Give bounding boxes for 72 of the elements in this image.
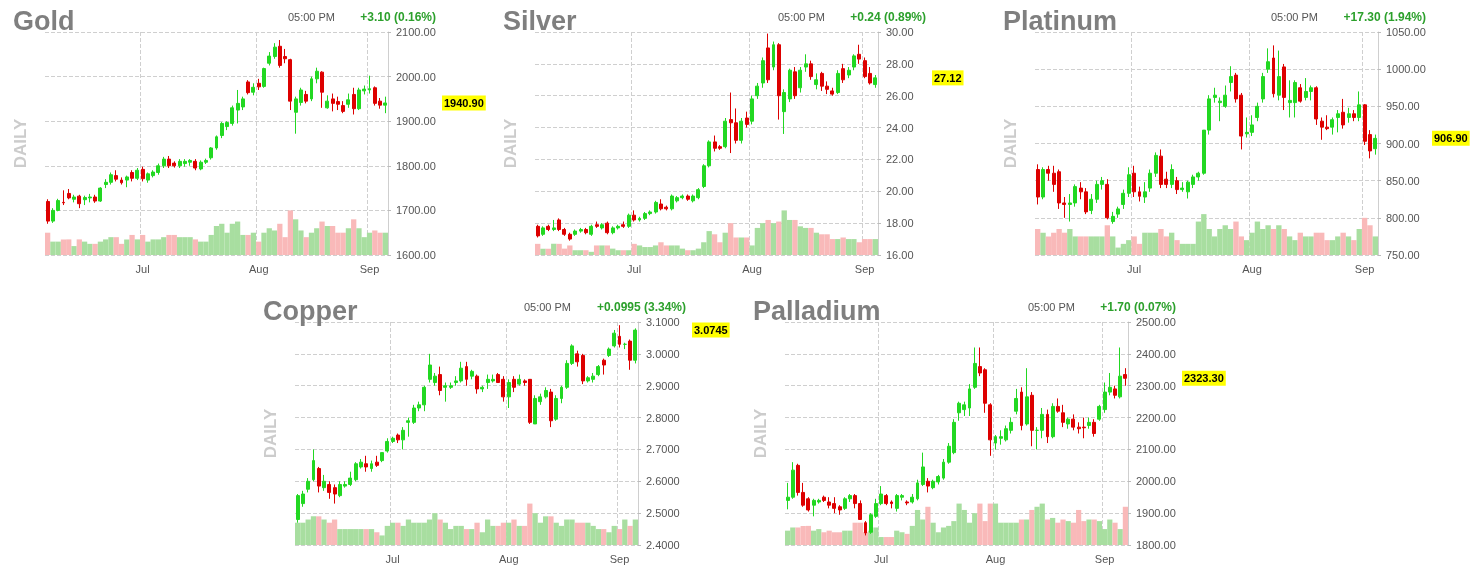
x-tick-label: Sep — [359, 262, 380, 275]
x-tick-label: Jul — [627, 262, 642, 275]
y-tick-label: 22.00 — [886, 153, 914, 166]
y-tick-label: 3.0000 — [646, 347, 680, 360]
y-tick-label: 20.00 — [886, 185, 914, 198]
text: 906.90 — [1434, 132, 1468, 145]
y-tick-label: 1900.00 — [1136, 507, 1176, 520]
y-tick-label: 30.00 — [886, 26, 914, 38]
y-tick-label: 850.00 — [1386, 174, 1420, 187]
chart-title: Palladium — [753, 295, 881, 326]
y-tick-label: 1800.00 — [1136, 539, 1176, 551]
chart-title: Platinum — [1003, 5, 1118, 36]
x-tick-label: Jul — [385, 552, 400, 565]
x-tick-label: Sep — [609, 552, 630, 565]
y-tick-label: 2.8000 — [646, 411, 680, 424]
x-tick-label: Sep — [1094, 552, 1115, 565]
y-tick-label: 800.00 — [1386, 211, 1420, 224]
x-tick-label: Jul — [874, 552, 889, 565]
y-tick-label: 16.00 — [886, 249, 914, 261]
y-tick-label: 1800.00 — [396, 159, 436, 172]
text: +17.30 (1.94%) — [1343, 10, 1426, 24]
text: 05:00 PM — [523, 300, 572, 313]
text: 05:00 PM — [1027, 300, 1076, 313]
y-tick-label: 1700.00 — [396, 204, 436, 217]
chart-title: Gold — [13, 5, 75, 36]
y-tick-label: 2100.00 — [1136, 443, 1176, 456]
x-tick-label: Aug — [985, 552, 1006, 565]
chart-title: Copper — [263, 295, 358, 326]
text: 2323.30 — [1184, 372, 1224, 385]
text: 05:00 PM — [1270, 10, 1319, 23]
x-tick-label: Aug — [1242, 262, 1262, 275]
text: +0.0995 (3.34%) — [596, 300, 686, 314]
y-tick-label: 1050.00 — [1386, 26, 1426, 38]
text: 1940.90 — [444, 96, 484, 109]
y-tick-label: 2.9000 — [646, 379, 680, 392]
y-tick-label: 28.00 — [886, 57, 914, 70]
y-tick-label: 3.1000 — [646, 316, 680, 328]
y-tick-label: 2200.00 — [1136, 411, 1176, 424]
y-tick-label: 26.00 — [886, 89, 914, 102]
text: 05:00 PM — [287, 10, 336, 23]
y-tick-label: 1900.00 — [396, 115, 436, 128]
x-tick-label: Aug — [498, 552, 519, 565]
chart-title: Silver — [503, 5, 578, 36]
text: 05:00 PM — [777, 10, 826, 23]
x-tick-label: Sep — [854, 262, 875, 275]
y-tick-label: 2.4000 — [646, 539, 680, 551]
y-tick-label: 2000.00 — [396, 70, 436, 83]
y-tick-label: 900.00 — [1386, 137, 1420, 150]
y-tick-label: 1000.00 — [1386, 63, 1426, 76]
x-tick-label: Sep — [1354, 262, 1375, 275]
text: 3.0745 — [694, 324, 728, 337]
y-tick-label: 1600.00 — [396, 249, 436, 261]
y-tick-label: 2.6000 — [646, 475, 680, 488]
text: 27.12 — [934, 71, 962, 84]
x-tick-label: Aug — [742, 262, 762, 275]
y-tick-label: 2000.00 — [1136, 475, 1176, 488]
text: +0.24 (0.89%) — [850, 10, 926, 24]
y-tick-label: 2500.00 — [1136, 316, 1176, 328]
y-tick-label: 2.5000 — [646, 507, 680, 520]
y-tick-label: 2.7000 — [646, 443, 680, 456]
text: +1.70 (0.07%) — [1100, 300, 1176, 314]
y-tick-label: 950.00 — [1386, 100, 1420, 113]
x-tick-label: Jul — [135, 262, 150, 275]
y-tick-label: 18.00 — [886, 217, 914, 230]
y-tick-label: 2400.00 — [1136, 347, 1176, 360]
x-tick-label: Aug — [248, 262, 269, 275]
y-tick-label: 750.00 — [1386, 249, 1420, 261]
y-tick-label: 2300.00 — [1136, 379, 1176, 392]
x-tick-label: Jul — [1127, 262, 1142, 275]
y-tick-label: 2100.00 — [396, 26, 436, 38]
text: +3.10 (0.16%) — [360, 10, 436, 24]
y-tick-label: 24.00 — [886, 121, 914, 134]
